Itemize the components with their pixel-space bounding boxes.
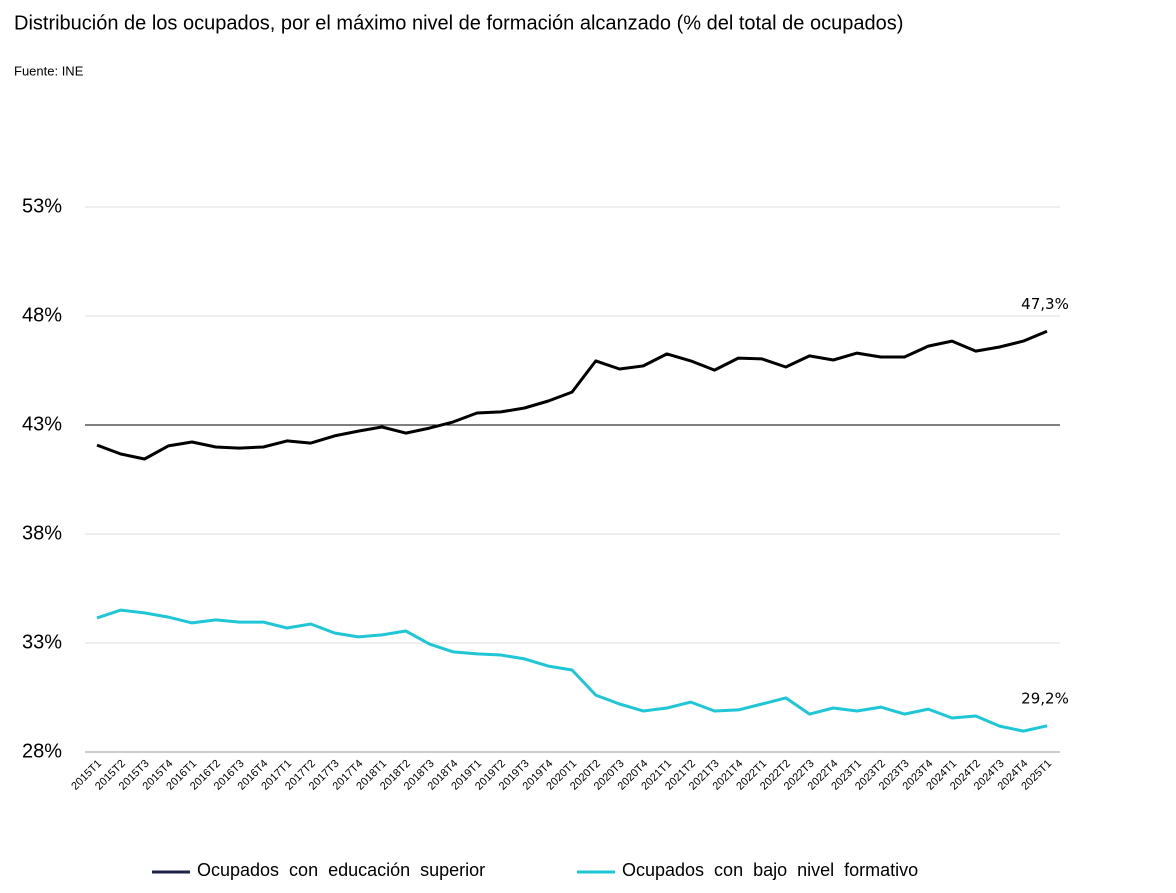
data-label: 29,2%: [1021, 689, 1069, 707]
y-tick-label: 43%: [22, 413, 62, 435]
y-tick-label: 28%: [22, 740, 62, 762]
y-tick-label: 53%: [22, 195, 62, 217]
y-tick-label: 48%: [22, 304, 62, 326]
legend-label: Ocupados con educación superior: [197, 860, 485, 880]
legend-label: Ocupados con bajo nivel formativo: [622, 860, 918, 880]
chart-title: Distribución de los ocupados, por el máx…: [14, 12, 903, 34]
chart-subtitle: Fuente: INE: [14, 63, 84, 78]
series-line: [96, 329, 1048, 461]
y-tick-label: 33%: [22, 631, 62, 653]
series-line: [96, 608, 1048, 733]
y-tick-label: 38%: [22, 522, 62, 544]
data-label: 47,3%: [1021, 295, 1069, 313]
